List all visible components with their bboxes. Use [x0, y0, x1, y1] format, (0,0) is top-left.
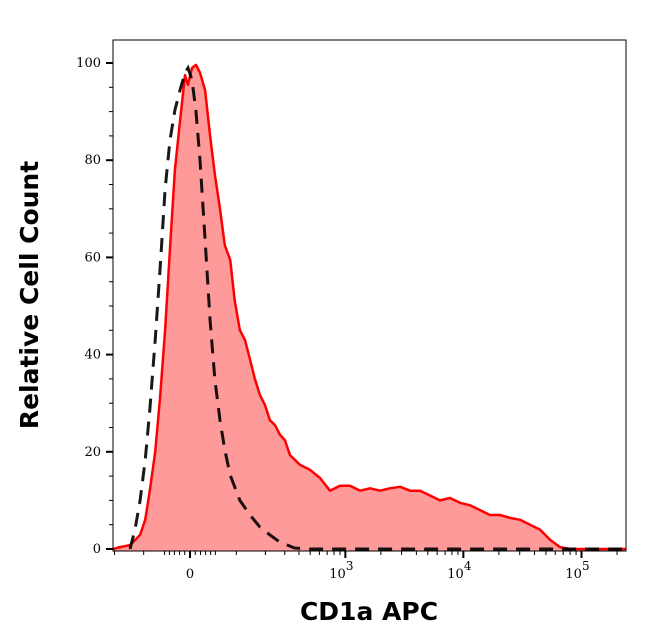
x-tick-label: 0: [186, 567, 194, 582]
y-axis-title: Relative Cell Count: [15, 161, 44, 429]
y-tick-label: 80: [84, 153, 101, 168]
y-tick-label: 20: [84, 445, 101, 460]
axes: 0 20 40 60 80 100 0 103 104 105: [76, 56, 618, 582]
y-tick-label: 0: [93, 542, 101, 557]
x-axis-title: CD1a APC: [300, 597, 438, 626]
red-histogram-fill: [113, 64, 626, 552]
x-tick-label: 103: [329, 559, 353, 582]
x-tick-label: 104: [447, 559, 472, 582]
y-tick-label: 40: [84, 348, 101, 363]
x-tick-label: 105: [565, 559, 589, 582]
control-dashed-line: [128, 64, 626, 551]
plot-frame: [112, 39, 627, 552]
red-histogram-line: [112, 63, 626, 551]
y-tick-label: 100: [76, 56, 101, 71]
y-tick-label: 60: [84, 250, 101, 265]
plot-marks: [112, 63, 626, 552]
